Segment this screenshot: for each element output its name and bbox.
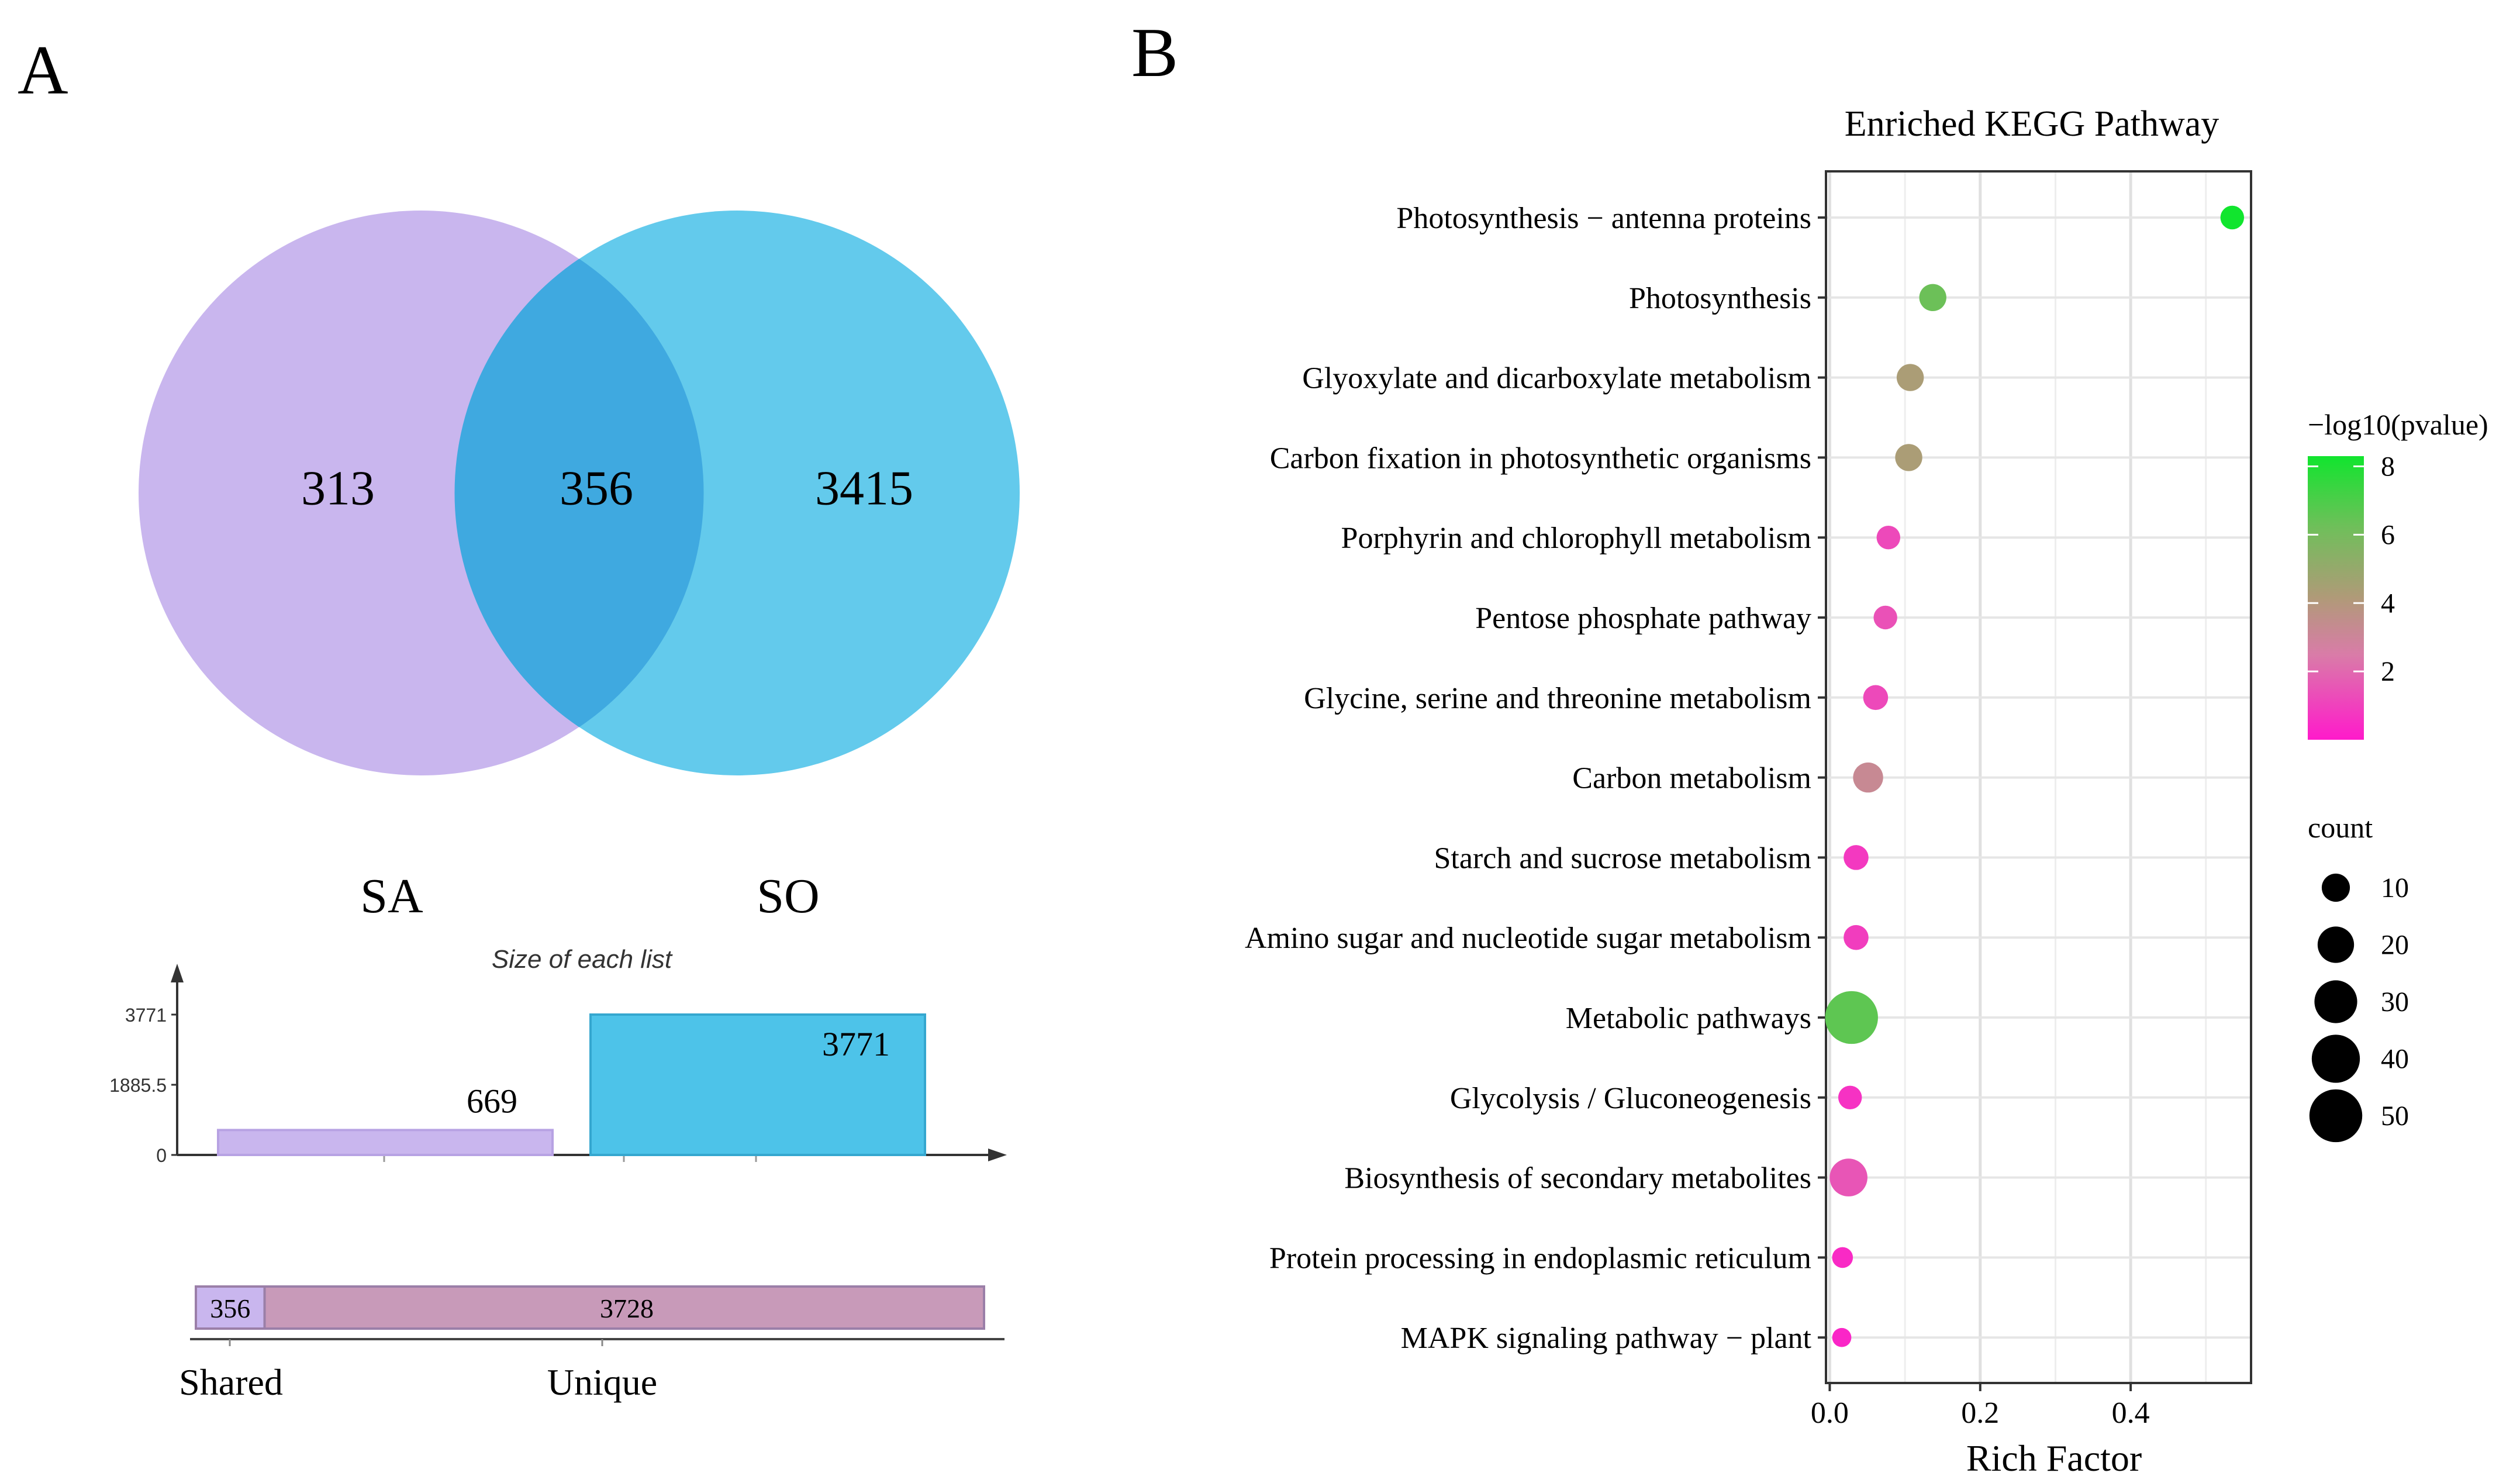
size-legend-dot [2311,1034,2360,1083]
kegg-pathway-label: Starch and sucrose metabolism [1434,841,1811,875]
kegg-point [1844,925,1869,950]
shared-unique-bar: Shared Unique 356 3728 [179,1285,1004,1403]
size-legend-title: count [2308,811,2373,844]
kegg-pathway-label: Biosynthesis of secondary metabolites [1344,1162,1811,1195]
kegg-pathway-label: Pentose phosphate pathway [1475,602,1811,635]
panel-b-label: B [1131,13,1178,91]
kegg-pathway-label: MAPK signaling pathway − plant [1401,1322,1812,1355]
venn-label-sa: SA [360,869,423,923]
size-legend-label: 20 [2381,930,2409,961]
kegg-point [2220,205,2245,230]
kegg-point [1829,1158,1867,1196]
shared-unique-segment-label: 3728 [600,1294,654,1323]
list-size-value-label: 3771 [822,1025,890,1063]
color-legend-tick-label: 2 [2381,656,2395,687]
kegg-point [1896,364,1924,391]
shared-unique-segment [263,1285,985,1330]
kegg-point [1825,991,1878,1044]
color-legend-ticks: 8 6 4 2 [2308,451,2395,687]
kegg-point [1853,762,1883,793]
kegg-pathway-label: Photosynthesis [1629,282,1811,315]
venn-count-sa-only: 313 [301,461,375,515]
kegg-pathway-label: Glycolysis / Gluconeogenesis [1450,1082,1811,1115]
kegg-x-tick-label: 0.4 [2112,1396,2150,1430]
kegg-pathway-label: Glycine, serine and threonine metabolism [1304,682,1811,715]
kegg-pathway-label: Carbon metabolism [1572,762,1811,795]
kegg-point [1873,605,1897,630]
venn-overlap [454,258,704,727]
kegg-pathway-labels: Photosynthesis − antenna proteins Photosy… [1245,202,1826,1355]
size-legend-label: 30 [2381,987,2409,1018]
kegg-pathway-label: Carbon fixation in photosynthetic organi… [1270,442,1811,475]
list-size-y-arrow [171,964,184,982]
list-size-y-tick-label: 3771 [125,1005,167,1026]
size-legend-dot [2321,873,2350,902]
kegg-x-ticks: 0.0 0.2 0.4 [1811,1383,2150,1430]
kegg-pathway-label: Glyoxylate and dicarboxylate metabolism [1302,362,1811,395]
kegg-point [1919,284,1946,311]
kegg-x-tick-label: 0.2 [1961,1396,1999,1430]
shared-unique-segment [195,1285,266,1330]
list-size-bar-chart: Size of each list 669 3771 0 1885.5 3771 [109,945,1007,1166]
kegg-gridlines [1826,171,2251,1383]
venn-diagram: 313 356 3415 SA SO [139,211,1020,923]
shared-unique-segment-label: 356 [210,1294,250,1323]
shared-axis-label: Shared [179,1361,283,1403]
kegg-pathway-label: Porphyrin and chlorophyll metabolism [1341,522,1811,555]
color-legend-tick-label: 8 [2381,451,2395,482]
color-legend-tick-label: 4 [2381,588,2395,619]
kegg-x-tick-label: 0.0 [1811,1396,1849,1430]
size-legend-dot [2317,926,2355,963]
size-legend-label: 50 [2381,1101,2409,1132]
list-size-y-tick-label: 1885.5 [109,1075,167,1096]
color-legend-tick-label: 6 [2381,519,2395,550]
unique-axis-label: Unique [547,1361,657,1403]
list-size-value-label: 669 [467,1082,517,1120]
color-legend-bar [2308,456,2364,740]
size-legend-dot [2309,1089,2363,1143]
kegg-pathway-label: Photosynthesis − antenna proteins [1396,202,1811,235]
venn-count-shared: 356 [560,461,633,515]
size-legend-dot [2314,980,2357,1023]
kegg-bubble-plot: Enriched KEGG Pathway Photosynthesis − a… [1245,104,2252,1479]
kegg-point [1863,685,1889,711]
kegg-point [1832,1247,1853,1268]
kegg-title: Enriched KEGG Pathway [1845,104,2219,144]
list-size-y-tick-label: 0 [156,1145,167,1166]
venn-count-so-only: 3415 [815,461,913,515]
pvalue-color-legend: −log10(pvalue) 8 6 4 2 [2308,408,2488,740]
list-size-title: Size of each list [492,945,673,974]
venn-label-so: SO [757,869,819,923]
kegg-point [1844,845,1869,870]
kegg-point [1838,1085,1862,1110]
kegg-pathway-label: Amino sugar and nucleotide sugar metabol… [1245,922,1811,955]
list-size-x-arrow [988,1149,1007,1161]
kegg-point [1895,444,1922,471]
kegg-pathway-label: Metabolic pathways [1566,1002,1811,1035]
size-legend-label: 40 [2381,1044,2409,1075]
size-legend-label: 10 [2381,872,2409,903]
kegg-point [1832,1327,1852,1347]
count-size-legend: count 10 20 30 40 50 [2308,811,2409,1143]
kegg-point [1876,525,1901,550]
panel-a-label: A [18,31,68,109]
kegg-pathway-label: Protein processing in endoplasmic reticu… [1269,1241,1811,1275]
kegg-x-axis-label: Rich Factor [1966,1437,2142,1479]
kegg-points [1825,205,2245,1347]
list-size-bar [589,1013,926,1156]
list-size-bar [217,1129,554,1157]
color-legend-title: −log10(pvalue) [2308,408,2488,441]
